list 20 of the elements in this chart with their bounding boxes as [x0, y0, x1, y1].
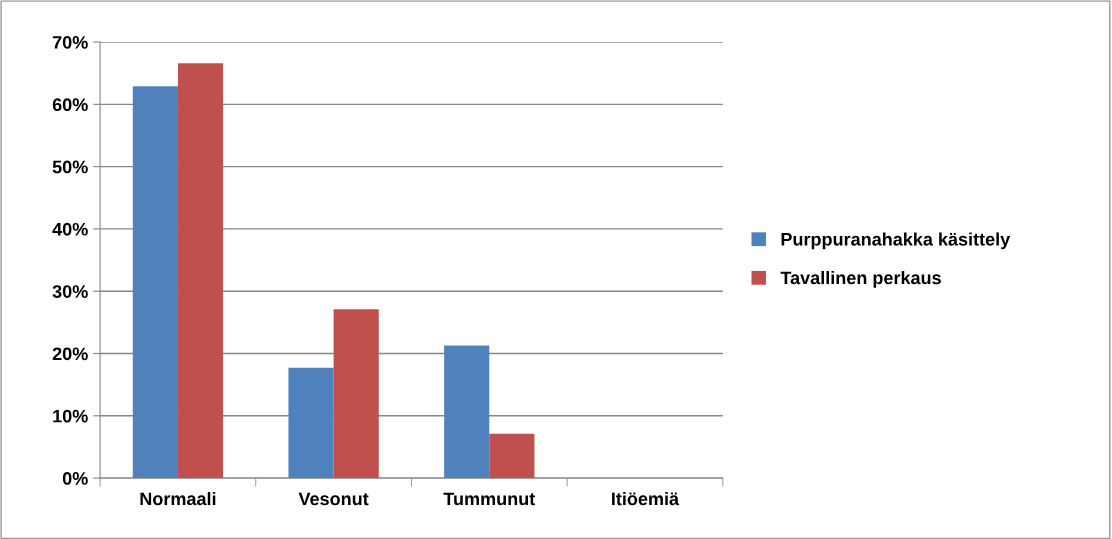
- y-tick-label: 70%: [52, 35, 88, 49]
- bar: [444, 345, 490, 479]
- bar: [132, 86, 178, 479]
- y-tick-label: 20%: [52, 347, 88, 361]
- x-tick-label: Tummunut: [443, 492, 536, 506]
- x-tick-label: Itiöemiä: [612, 491, 680, 506]
- x-tick-label: Normaali: [140, 491, 216, 506]
- bar: [489, 433, 535, 479]
- y-tick-label: 0%: [62, 472, 88, 485]
- y-tick-label: 10%: [53, 409, 88, 423]
- y-tick-label: 60%: [52, 98, 88, 112]
- bar: [333, 309, 379, 479]
- legend-label: Tavallinen perkaus: [780, 271, 941, 288]
- x-tick-label: Vesonut: [298, 492, 369, 506]
- y-tick-label: 40%: [52, 222, 88, 236]
- y-tick-label: 30%: [52, 285, 88, 298]
- bar: [288, 367, 334, 479]
- y-tick-label: 50%: [52, 160, 88, 174]
- bar: [177, 63, 224, 479]
- legend-label: Purppuranahakka käsittely: [781, 232, 1011, 250]
